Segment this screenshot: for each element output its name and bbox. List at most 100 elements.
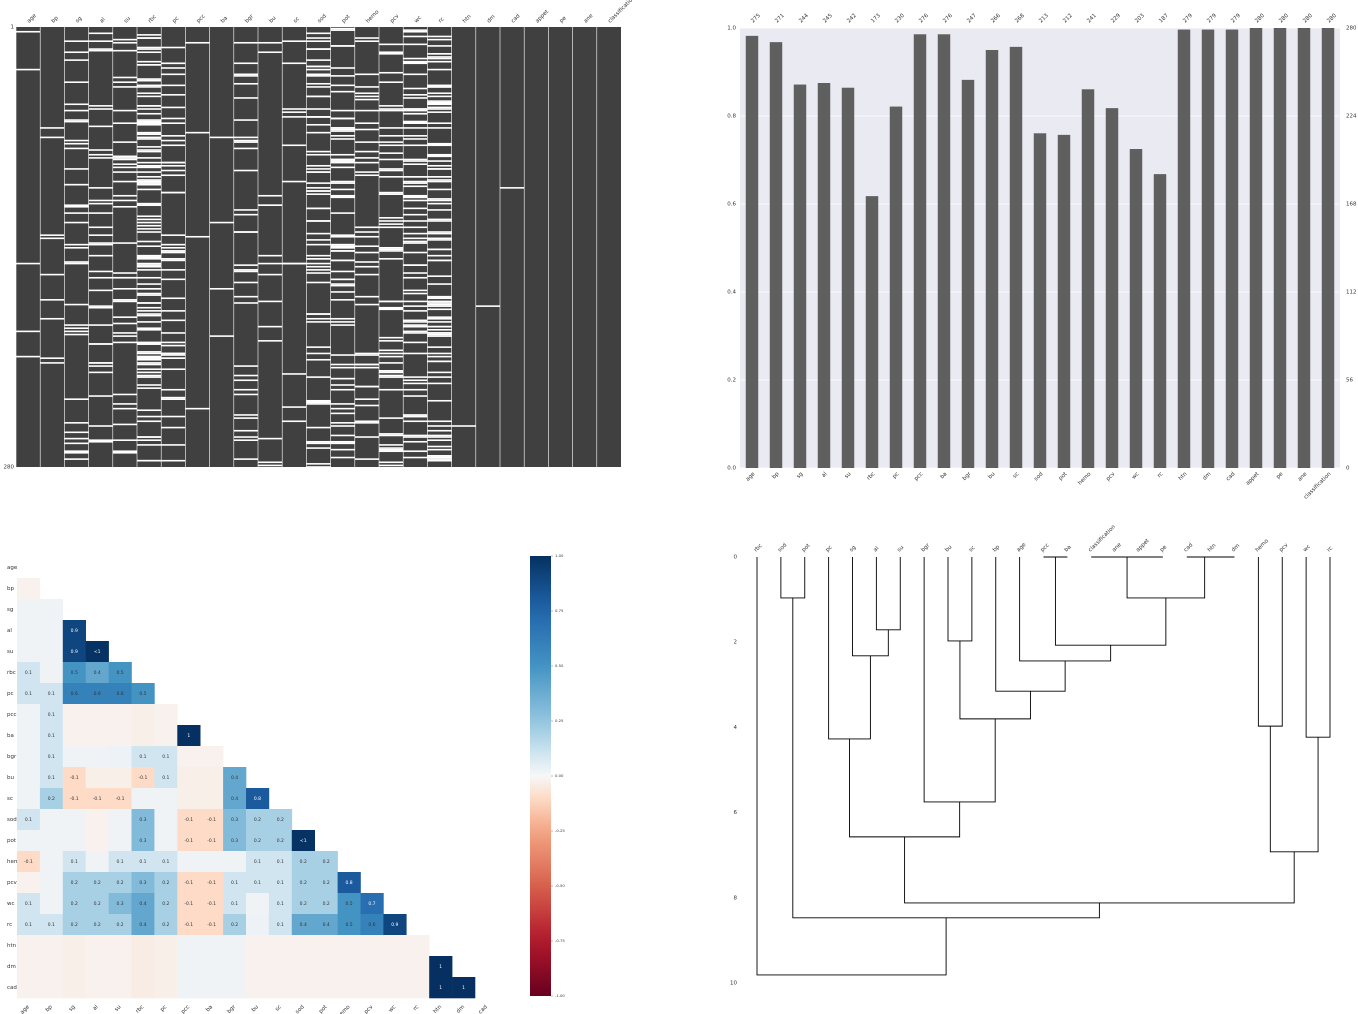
heatmap-cell [177, 851, 201, 873]
count-label: 213 [1038, 12, 1050, 24]
missing-row [354, 303, 379, 306]
heatmap-cell [39, 683, 64, 705]
cell-label: -0.1 [116, 796, 125, 802]
missing-row [112, 287, 137, 290]
missing-row [427, 231, 452, 233]
missing-row [64, 205, 89, 208]
heatmap-cell [108, 914, 132, 936]
missing-row [427, 434, 452, 437]
cell-label: 0.2 [231, 922, 238, 928]
missing-row [88, 149, 113, 151]
cell-label: -0.1 [207, 838, 216, 844]
bar [1057, 134, 1071, 468]
colorbar-tick-label: 1.00 [555, 553, 564, 558]
missing-row [330, 270, 355, 273]
matrix-column [500, 27, 525, 467]
missing-row [233, 147, 258, 150]
missing-row [306, 65, 331, 68]
missing-row [137, 276, 162, 279]
column-label: sg [68, 1004, 77, 1013]
missing-row [403, 220, 428, 222]
missing-row [403, 325, 428, 328]
cell-label: 0.1 [48, 691, 55, 697]
missing-row [306, 32, 331, 35]
heatmap-cell [85, 767, 109, 789]
missing-row [161, 357, 186, 359]
missing-row [306, 321, 331, 323]
leaf-label: bgr [920, 542, 931, 553]
missing-row [403, 97, 428, 99]
cell-label: -0.1 [207, 922, 216, 928]
missing-row [137, 149, 162, 151]
missing-row [306, 68, 331, 71]
missing-row [306, 153, 331, 156]
missing-row [282, 420, 307, 423]
missing-row [161, 354, 186, 356]
dendrogram-link [1269, 726, 1319, 853]
missing-row [88, 425, 113, 427]
heatmap-cell [85, 851, 109, 873]
cell-label: 0.4 [323, 922, 330, 928]
heatmap-cell [108, 956, 132, 978]
heatmap-cell [360, 935, 384, 957]
heatmap-cell [131, 746, 155, 768]
y2-tick-label: 280 [1346, 26, 1357, 32]
matrix-column [475, 27, 500, 467]
missing-row [16, 30, 41, 33]
missing-row [427, 84, 452, 87]
heatmap-cell [406, 977, 430, 999]
heatmap-cell [200, 788, 224, 810]
missing-row [137, 123, 162, 126]
heatmap-cell [177, 956, 201, 978]
bar [769, 42, 783, 469]
bar [1177, 29, 1191, 468]
missing-row [403, 292, 428, 295]
x-tick-label: dm [1202, 471, 1213, 482]
missing-row [330, 321, 355, 323]
missing-row [282, 262, 307, 265]
bar [1105, 108, 1119, 469]
missing-row [233, 414, 258, 416]
missing-row [306, 426, 331, 429]
row-label: pcc [7, 712, 17, 718]
cell-label: 1 [439, 985, 442, 991]
missing-row [137, 34, 162, 36]
missing-row [427, 160, 452, 162]
missing-row [379, 448, 404, 451]
cell-label: 0.2 [254, 838, 261, 844]
heatmap-cell [154, 893, 178, 915]
missing-row [161, 169, 186, 172]
missing-row [306, 95, 331, 98]
cell-label: 0.1 [139, 859, 146, 865]
heatmap-cell [39, 746, 64, 768]
row-label: rc [7, 922, 12, 928]
missing-row [64, 212, 89, 214]
count-label: 230 [894, 12, 906, 24]
missing-row [403, 35, 428, 38]
heatmap-cell [200, 809, 224, 831]
column-label: rc [412, 1004, 420, 1012]
cell-label: -0.1 [184, 817, 193, 823]
missing-row [137, 321, 162, 323]
heatmap-cell [291, 977, 315, 999]
missing-row [64, 109, 89, 112]
missing-row [137, 265, 162, 268]
missing-row [354, 40, 379, 42]
heatmap-cell [131, 683, 155, 705]
heatmap-cell [383, 935, 407, 957]
missing-row [379, 355, 404, 358]
missing-row [137, 294, 162, 296]
heatmap-cell [17, 767, 41, 789]
missing-row [233, 136, 258, 139]
missing-row [403, 213, 428, 216]
missing-row [282, 62, 307, 65]
missing-row [64, 147, 89, 150]
heatmap-cell [85, 725, 109, 747]
leaf-label: age [1016, 542, 1028, 554]
missing-row [282, 111, 307, 113]
missing-row [112, 155, 137, 158]
missing-row [64, 183, 89, 186]
heatmap-cell [62, 956, 86, 978]
missing-row [88, 395, 113, 397]
heatmap-cell [39, 914, 64, 936]
